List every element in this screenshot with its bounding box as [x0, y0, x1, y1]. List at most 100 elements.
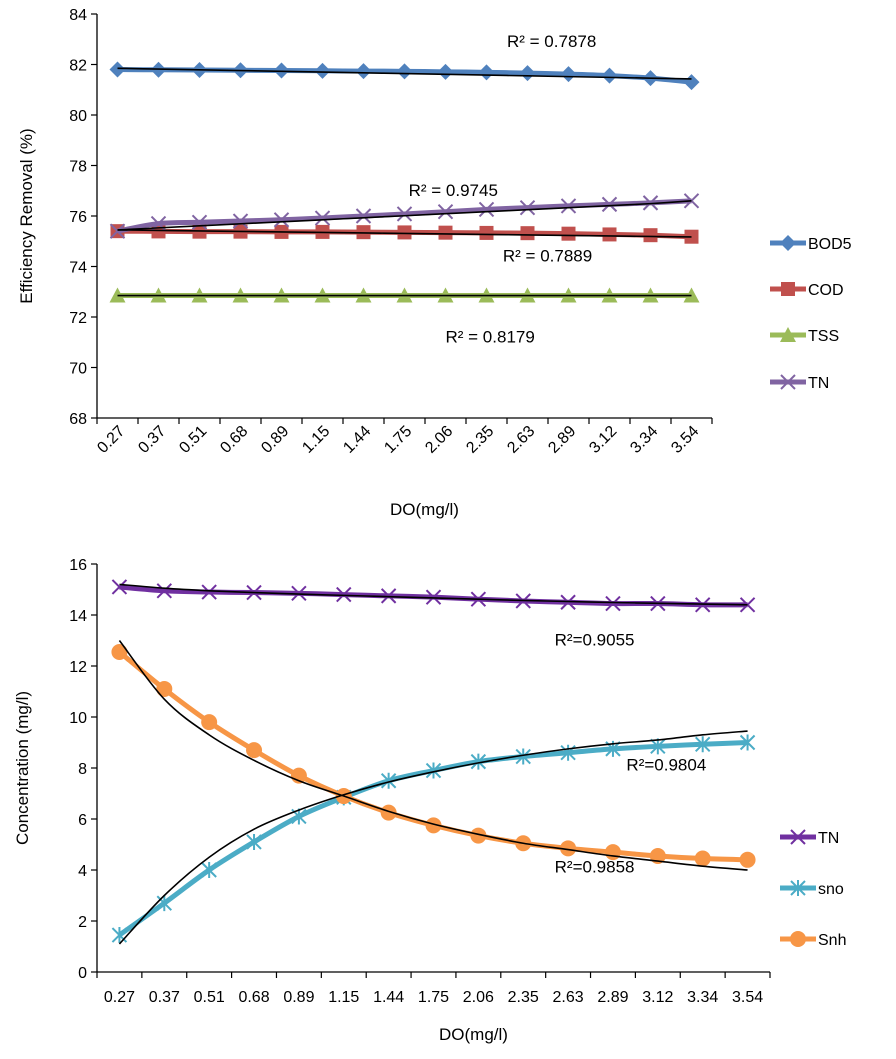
legend-label: Snh	[818, 932, 846, 949]
y-tick-label: 14	[69, 608, 87, 625]
y-tick-label: 2	[78, 914, 87, 931]
x-tick-label: 2.06	[422, 423, 456, 457]
data-point-tn	[519, 199, 536, 216]
r-squared-annotation: R² = 0.7878	[507, 32, 596, 51]
legend-label: sno	[818, 881, 844, 898]
data-point-sno	[425, 762, 442, 779]
data-point-cod	[602, 227, 617, 242]
data-point-tn	[478, 201, 495, 218]
x-tick-label: 3.54	[732, 989, 763, 1006]
data-point-tn	[111, 579, 128, 595]
x-tick-label: 2.35	[508, 989, 539, 1006]
data-point-sno	[650, 738, 666, 755]
data-point-snh	[694, 850, 711, 867]
x-tick-label: 0.89	[258, 423, 292, 457]
data-point-sno	[694, 736, 711, 753]
data-point-snh	[425, 817, 442, 834]
y-tick-label: 82	[69, 58, 87, 75]
x-axis-title: DO(mg/l)	[439, 1025, 508, 1044]
data-point-tn	[355, 208, 372, 224]
trendline	[117, 229, 692, 238]
x-tick-label: 1.15	[299, 423, 333, 457]
y-tick-label: 12	[69, 659, 87, 676]
y-axis-title: Concentration (mg/l)	[13, 691, 32, 845]
legend-item-tn: TN	[770, 374, 829, 392]
x-tick-label: 0.68	[217, 423, 251, 457]
data-point-cod	[520, 226, 535, 241]
series-snh	[111, 643, 756, 868]
legend-item-tn: TN	[780, 829, 839, 847]
data-point-tn	[314, 210, 331, 226]
data-point-sno	[156, 895, 173, 912]
data-point-sno	[201, 862, 217, 878]
data-point-snh	[246, 742, 263, 759]
x-tick-label: 0.51	[194, 989, 225, 1006]
data-point-bod5	[355, 63, 372, 80]
y-tick-label: 6	[78, 812, 87, 829]
data-point-tn	[109, 223, 126, 239]
x-tick-label: 2.63	[504, 423, 538, 457]
y-tick-label: 8	[78, 761, 87, 778]
data-point-bod5	[519, 65, 536, 82]
trendline	[118, 730, 748, 945]
x-tick-label: 0.37	[149, 989, 180, 1006]
x-tick-label: 1.15	[328, 989, 359, 1006]
x-tick-label: 3.12	[642, 989, 673, 1006]
series-bod5	[109, 61, 700, 91]
data-point-cod	[561, 226, 576, 241]
y-tick-label: 68	[69, 411, 87, 428]
r-squared-annotation: R²=0.9804	[626, 756, 706, 775]
data-point-tn	[156, 583, 173, 599]
data-point-tn	[560, 198, 577, 214]
y-tick-label: 80	[69, 108, 87, 125]
data-point-sno	[470, 753, 487, 770]
legend-label: COD	[808, 282, 844, 299]
data-point-snh	[111, 643, 128, 660]
x-tick-label: 0.68	[238, 989, 269, 1006]
legend-swatch-marker	[790, 880, 806, 896]
data-point-cod	[643, 228, 658, 243]
y-tick-label: 70	[69, 361, 87, 378]
y-tick-label: 10	[69, 710, 87, 727]
x-tick-label: 2.89	[597, 989, 628, 1006]
trendline	[117, 200, 692, 231]
x-tick-label: 1.75	[381, 423, 415, 457]
r-squared-annotation: R²=0.9858	[555, 858, 635, 877]
x-tick-label: 1.44	[340, 423, 374, 457]
data-point-snh	[739, 851, 756, 868]
concentration-chart: 0 2 4 6 8 10 12 14 16 0.27 0.37 0.51 0.68 0.89 1.15 1.4…	[13, 557, 846, 1044]
data-point-bod5	[314, 62, 331, 79]
r-squared-annotation: R² = 0.7889	[503, 246, 592, 265]
r-squared-annotation: R² = 0.9745	[409, 181, 498, 200]
data-point-snh	[380, 804, 397, 821]
y-tick-label: 84	[69, 7, 87, 24]
y-tick-label: 0	[78, 965, 87, 982]
x-tick-label: 0.37	[135, 423, 169, 457]
data-point-sno	[380, 772, 397, 789]
r-squared-annotation: R² = 0.8179	[446, 327, 535, 346]
data-point-snh	[156, 680, 173, 697]
legend-swatch-marker	[790, 829, 806, 845]
x-tick-label: 0.51	[176, 423, 210, 457]
data-point-bod5	[478, 64, 495, 81]
data-point-cod	[438, 225, 453, 240]
data-point-sno	[246, 833, 262, 850]
data-point-bod5	[109, 61, 126, 78]
x-tick-label: 3.12	[586, 423, 620, 457]
data-point-bod5	[437, 63, 454, 80]
legend-item-bod5: BOD5	[770, 235, 852, 253]
data-point-snh	[560, 840, 577, 857]
data-point-bod5	[396, 63, 413, 80]
legend-swatch-marker	[780, 374, 796, 390]
x-tick-label: 1.75	[418, 989, 449, 1006]
legend-label: TN	[808, 375, 829, 392]
data-point-snh	[201, 714, 218, 731]
x-tick-label: 2.63	[553, 989, 584, 1006]
x-tick-label: 2.35	[463, 423, 497, 457]
legend-swatch-marker	[790, 931, 806, 947]
data-point-tn	[601, 196, 618, 213]
legend-item-snh: Snh	[780, 931, 846, 949]
x-tick-label: 0.27	[94, 423, 128, 457]
series-tn	[109, 193, 700, 239]
